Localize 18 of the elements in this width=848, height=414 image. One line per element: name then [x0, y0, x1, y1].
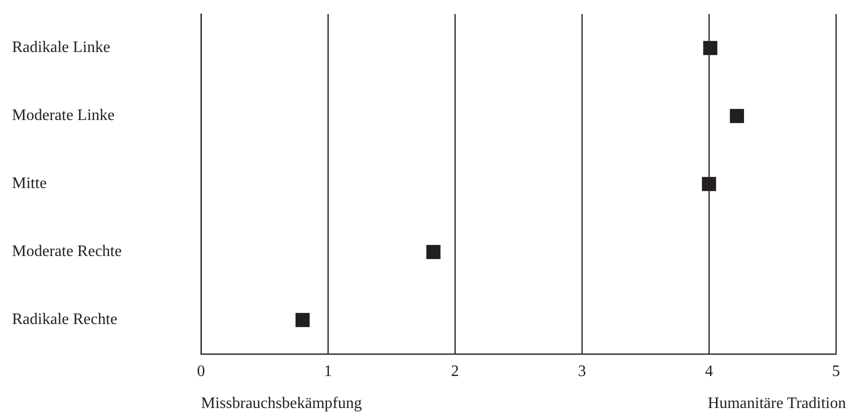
- y-tick-label: Mitte: [12, 175, 47, 192]
- point: [702, 176, 716, 192]
- x-tick-label: 4: [705, 362, 713, 380]
- text: Humanitäre Tradition: [708, 395, 846, 412]
- y-tick-label: Radikale Linke: [12, 39, 110, 56]
- y-tick-label: Moderate Rechte: [12, 243, 122, 260]
- x-tick-label: 3: [578, 362, 586, 380]
- point: [426, 244, 440, 260]
- x-tick-label: 0: [197, 362, 205, 380]
- y-tick-label: Moderate Linke: [12, 107, 115, 124]
- x-tick-label: 2: [451, 362, 459, 380]
- point: [730, 108, 744, 124]
- x-tick-label: 5: [832, 362, 840, 380]
- text: Missbrauchsbekämpfung: [201, 395, 362, 412]
- y-tick-label: Radikale Rechte: [12, 311, 118, 328]
- x-tick-label: 1: [324, 362, 332, 380]
- point: [296, 312, 310, 328]
- point: [703, 40, 718, 56]
